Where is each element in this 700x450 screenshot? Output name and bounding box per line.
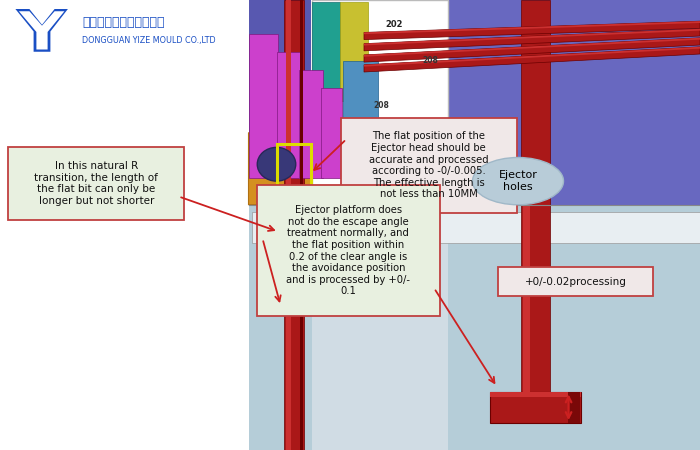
Polygon shape (364, 38, 700, 62)
FancyBboxPatch shape (284, 0, 304, 450)
FancyBboxPatch shape (498, 267, 653, 296)
FancyBboxPatch shape (340, 2, 368, 101)
FancyBboxPatch shape (321, 88, 342, 178)
FancyBboxPatch shape (276, 52, 301, 178)
Polygon shape (448, 146, 504, 205)
FancyBboxPatch shape (490, 392, 581, 423)
Text: In this natural R
transition, the length of
the flat bit can only be
longer but : In this natural R transition, the length… (34, 161, 158, 206)
FancyBboxPatch shape (279, 202, 309, 211)
Polygon shape (364, 38, 700, 57)
FancyBboxPatch shape (0, 0, 248, 58)
Text: +0/-0.02processing: +0/-0.02processing (525, 277, 626, 287)
Text: Ejector
holes: Ejector holes (498, 171, 538, 192)
FancyBboxPatch shape (300, 0, 303, 450)
Polygon shape (364, 47, 700, 67)
Text: 208: 208 (423, 56, 438, 65)
FancyBboxPatch shape (248, 34, 278, 178)
FancyBboxPatch shape (490, 392, 581, 397)
FancyBboxPatch shape (448, 0, 700, 205)
Text: Ejector platform does
not do the escape angle
treatment normally, and
the flat p: Ejector platform does not do the escape … (286, 205, 410, 297)
Polygon shape (364, 29, 700, 45)
Text: The flat position of the
Ejector head should be
accurate and processed
according: The flat position of the Ejector head sh… (369, 131, 489, 199)
FancyBboxPatch shape (252, 212, 700, 243)
Polygon shape (15, 9, 68, 52)
FancyBboxPatch shape (312, 205, 448, 450)
Ellipse shape (258, 148, 295, 181)
Text: 211: 211 (363, 123, 377, 129)
Polygon shape (364, 47, 700, 72)
FancyBboxPatch shape (523, 205, 531, 392)
FancyBboxPatch shape (312, 2, 340, 101)
Polygon shape (19, 11, 64, 50)
FancyBboxPatch shape (521, 205, 550, 392)
Text: DONGGUAN YIZE MOULD CO.,LTD: DONGGUAN YIZE MOULD CO.,LTD (82, 36, 216, 45)
FancyBboxPatch shape (343, 61, 378, 142)
FancyBboxPatch shape (299, 70, 323, 178)
FancyBboxPatch shape (8, 147, 184, 220)
Ellipse shape (473, 158, 564, 205)
FancyBboxPatch shape (0, 0, 248, 450)
FancyBboxPatch shape (341, 118, 517, 213)
Text: 202: 202 (385, 20, 402, 29)
FancyBboxPatch shape (521, 0, 550, 205)
Polygon shape (248, 133, 312, 205)
FancyBboxPatch shape (312, 0, 448, 205)
Polygon shape (364, 29, 700, 51)
Polygon shape (364, 21, 700, 34)
Text: 东莞市宜泽模具有限公司: 东莞市宜泽模具有限公司 (82, 16, 164, 29)
FancyBboxPatch shape (248, 205, 700, 450)
FancyBboxPatch shape (257, 185, 440, 316)
FancyBboxPatch shape (286, 0, 291, 450)
FancyBboxPatch shape (248, 0, 312, 205)
Polygon shape (364, 21, 700, 40)
FancyBboxPatch shape (568, 392, 580, 423)
Text: 208: 208 (374, 101, 389, 110)
